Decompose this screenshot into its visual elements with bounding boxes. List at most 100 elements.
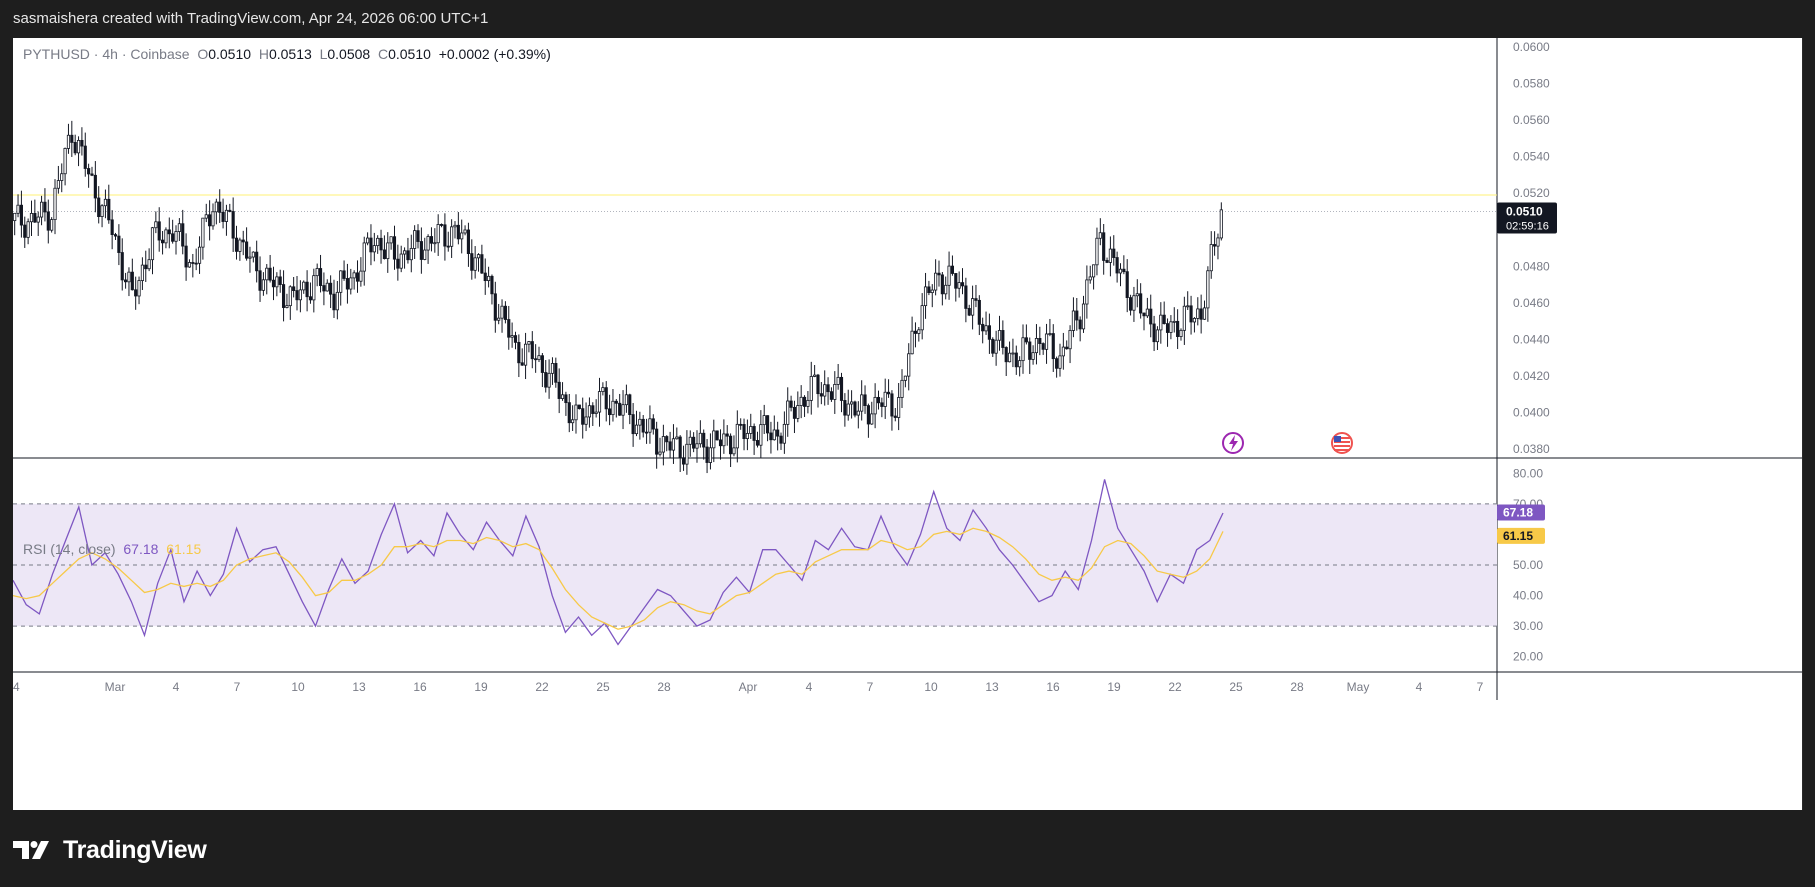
candle-body [124,279,128,283]
candle-body [1092,264,1096,278]
candle-body [332,293,336,311]
candle-body [960,282,965,287]
candle-body [964,285,968,309]
candle-body [399,253,403,269]
candle-body [702,432,706,448]
candle-body [903,375,907,381]
candle-body [389,236,393,244]
candle-body [33,212,37,223]
time-tick-label: 7 [867,680,874,694]
candle-body [776,429,780,437]
candle-body [957,282,961,289]
candle-body [245,241,249,259]
rsi-legend-name[interactable]: RSI (14, close) [23,541,116,557]
candle-body [23,224,27,238]
candle-body [110,219,114,236]
candle-body [934,272,938,291]
candle-body [1007,352,1012,363]
last-price-value: 0.0510 [1506,204,1543,218]
candle-body [732,447,736,455]
candle-body [1135,293,1139,297]
chart-canvas[interactable]: 0.06000.05800.05600.05400.05200.05000.04… [13,38,1802,810]
candle-body [856,410,860,416]
candle-body [940,274,944,295]
candle-body [634,424,639,435]
price-tick-label: 0.0440 [1513,332,1550,346]
candle-body [500,305,504,319]
candle-body [134,289,138,297]
candle-body [1061,346,1065,357]
time-tick-label: 19 [474,680,488,694]
candle-body [453,224,457,228]
chart-frame[interactable]: 0.06000.05800.05600.05400.05200.05000.04… [13,38,1803,810]
candle-body [305,281,309,298]
candle-body [1004,347,1008,363]
candle-body [416,230,420,242]
candle-body [1038,338,1042,344]
candle-body [76,139,81,154]
legend-interval[interactable]: 4h [102,46,118,62]
time-tick-label: 22 [535,680,549,694]
lightning-icon [1222,432,1244,454]
candle-body [204,214,208,219]
candle-body [614,400,618,404]
candle-body [268,267,272,281]
legend-high: 0.0513 [268,46,312,62]
candle-body [483,272,487,282]
candle-body [278,276,282,285]
candle-body [974,298,978,301]
candle-body [550,363,555,374]
candle-body [90,173,94,176]
candle-body [211,211,215,227]
candle-body [113,234,118,237]
candle-body [288,286,292,307]
candle-body [181,223,185,247]
legend-c-label: C [377,46,389,62]
candle-body [218,201,222,213]
candle-body [1189,305,1193,323]
candle-body [644,431,649,434]
candle-body [66,134,71,149]
candle-body [722,433,726,447]
candle-body [819,393,823,397]
rsi-band [13,503,1497,627]
candle-body [248,256,252,259]
candle-body [950,265,955,274]
candle-body [355,272,360,282]
candle-body [725,433,729,437]
legend-open: 0.0510 [208,46,252,62]
legend-symbol[interactable]: PYTHUSD [23,46,90,62]
candle-body [850,401,854,405]
candle-body [493,293,497,321]
candle-body [883,391,887,407]
candle-body [991,338,995,354]
candle-body [164,229,168,244]
candle-body [1078,319,1082,330]
candle-body [554,363,558,383]
candle-body [587,405,592,418]
candle-body [987,325,991,340]
candle-body [261,279,265,291]
candle-body [1149,308,1153,325]
candle-body [281,284,286,308]
candle-body [1176,320,1180,337]
candle-body [1213,244,1217,247]
price-tick-label: 0.0560 [1513,113,1550,127]
time-tick-label: 13 [985,680,999,694]
candle-body [1085,279,1089,305]
candle-body [671,438,676,451]
candle-body [406,250,410,261]
candle-body [63,148,67,175]
candle-body [1034,338,1039,354]
time-tick-label: 7 [234,680,241,694]
candle-body [1041,343,1045,350]
candle-body [913,330,918,334]
candle-body [517,341,521,364]
candle-body [349,277,353,290]
candle-body [302,281,306,291]
time-tick-label: 22 [1168,680,1182,694]
time-tick-label: 7 [1477,680,1484,694]
candle-body [298,289,302,301]
candle-body [829,391,834,400]
candle-body [487,275,491,282]
